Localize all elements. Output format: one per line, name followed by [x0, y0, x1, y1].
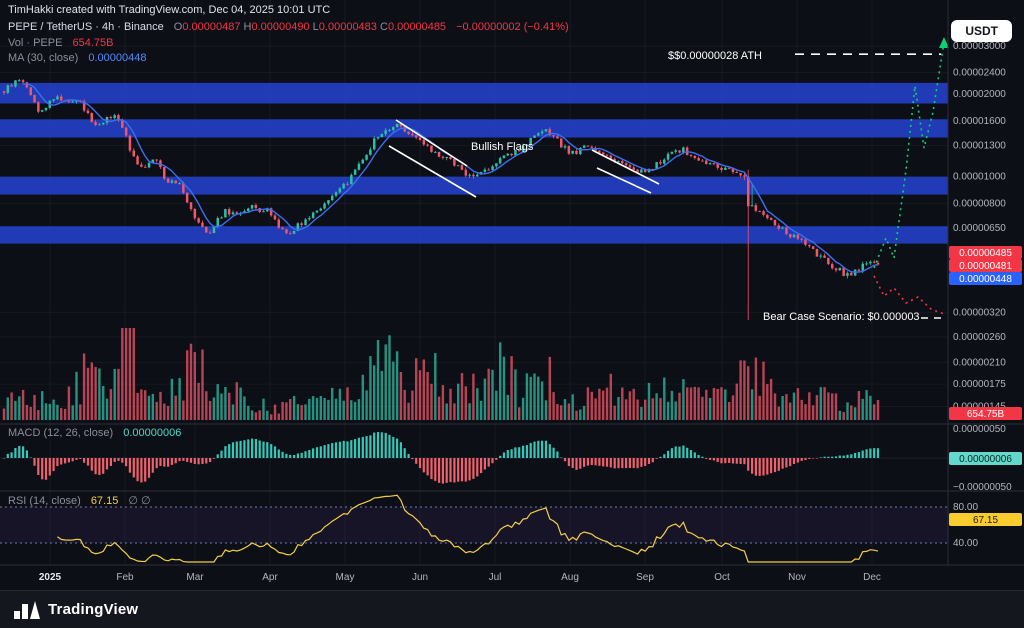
tradingview-wordmark: TradingView	[48, 601, 139, 618]
svg-text:0.00000050: 0.00000050	[953, 424, 1006, 435]
time-axis-labels: 2025 Feb Mar Apr May Jun Jul Aug Sep Oct Nov Dec	[39, 572, 881, 583]
currency-toggle-button[interactable]: USDT	[951, 20, 1012, 42]
svg-text:0.00000650: 0.00000650	[953, 223, 1006, 234]
svg-text:40.00: 40.00	[953, 538, 978, 549]
volume-badge: 654.75B	[949, 407, 1022, 420]
macd-label: MACD (12, 26, close)	[8, 427, 114, 439]
rsi-legend[interactable]: RSI (14, close) 67.15 ∅ ∅	[8, 494, 151, 507]
macd-legend[interactable]: MACD (12, 26, close) 0.00000006	[8, 427, 181, 439]
chart-canvas[interactable]: 0.00003000 0.00002400 0.00002000 0.00001600…	[0, 0, 1024, 590]
svg-text:0.00000320: 0.00000320	[953, 307, 1006, 318]
symbol-legend[interactable]: PEPE / TetherUS · 4h · Binance O0.000004…	[8, 21, 569, 33]
svg-text:0.00002400: 0.00002400	[953, 68, 1006, 79]
low-label: L	[312, 21, 319, 33]
svg-text:0.00000006: 0.00000006	[959, 454, 1012, 465]
svg-text:Oct: Oct	[714, 572, 730, 583]
tradingview-logo[interactable]: TradingView	[14, 600, 139, 619]
close-value: 0.00000485	[387, 21, 447, 33]
open-label: O	[173, 21, 183, 33]
svg-text:0.00002000: 0.00002000	[953, 89, 1006, 100]
rsi-line	[57, 494, 879, 563]
svg-text:0.00000175: 0.00000175	[953, 379, 1006, 390]
svg-text:Apr: Apr	[262, 572, 278, 583]
svg-text:Jun: Jun	[412, 572, 428, 583]
high-value: 0.00000490	[251, 21, 310, 33]
svg-text:−0.00000050: −0.00000050	[953, 482, 1012, 493]
svg-text:0.00000485: 0.00000485	[959, 248, 1012, 259]
change-value: −0.00000002 (−0.41%)	[456, 21, 569, 33]
attribution-text: TimHakki created with TradingView.com, D…	[8, 4, 331, 16]
svg-text:2025: 2025	[39, 572, 62, 583]
ma-value: 0.00000448	[88, 52, 147, 64]
flag-drawings	[388, 119, 660, 198]
support-resistance-zones	[0, 82, 948, 244]
bottom-toolbar: TradingView	[0, 590, 1024, 628]
rsi-band	[0, 507, 948, 543]
price-badge: 0.00000481	[949, 259, 1022, 272]
high-label: H	[243, 21, 252, 33]
svg-text:May: May	[336, 572, 355, 583]
bear-case-annotation[interactable]: Bear Case Scenario: $0.000003	[763, 311, 920, 323]
rsi-label: RSI (14, close)	[8, 495, 81, 507]
svg-text:0.00003000: 0.00003000	[953, 41, 1006, 52]
close-label: C	[379, 21, 388, 33]
svg-text:Nov: Nov	[788, 572, 806, 583]
rsi-smoothing-icons[interactable]: ∅ ∅	[128, 495, 151, 507]
bull-arrow-head	[939, 37, 949, 48]
macd-value: 0.00000006	[123, 427, 182, 439]
svg-text:0.00001300: 0.00001300	[953, 141, 1006, 152]
volume-legend[interactable]: Vol · PEPE 654.75B	[8, 37, 113, 49]
volume-label: Vol · PEPE	[8, 37, 63, 49]
svg-text:0.00000448: 0.00000448	[959, 274, 1012, 285]
svg-text:0.00001600: 0.00001600	[953, 116, 1006, 127]
volume-value: 654.75B	[72, 37, 114, 49]
ath-annotation[interactable]: $$0.00000028 ATH	[668, 50, 762, 62]
svg-text:Dec: Dec	[863, 572, 881, 583]
svg-text:80.00: 80.00	[953, 502, 978, 513]
low-value: 0.00000483	[318, 21, 377, 33]
svg-text:Sep: Sep	[636, 572, 654, 583]
price-badge: 0.00000485	[949, 246, 1022, 259]
svg-text:0.00000800: 0.00000800	[953, 198, 1006, 209]
macd-histogram	[0, 432, 948, 484]
svg-text:0.00000260: 0.00000260	[953, 332, 1006, 343]
price-badge: 0.00000448	[949, 272, 1022, 285]
symbol-title: PEPE / TetherUS · 4h · Binance	[8, 21, 164, 33]
svg-text:654.75B: 654.75B	[967, 409, 1005, 420]
svg-text:Mar: Mar	[186, 572, 204, 583]
ma-legend[interactable]: MA (30, close) 0.00000448	[8, 52, 147, 64]
rsi-badge: 67.15	[949, 513, 1022, 526]
bullish-flags-annotation[interactable]: Bullish Flags	[471, 141, 534, 153]
svg-text:0.00001000: 0.00001000	[953, 172, 1006, 183]
svg-text:Aug: Aug	[561, 572, 579, 583]
volume-bars	[2, 328, 880, 420]
svg-text:0.00000481: 0.00000481	[959, 261, 1012, 272]
rsi-value: 67.15	[90, 495, 119, 507]
svg-text:0.00000210: 0.00000210	[953, 357, 1006, 368]
bear-projection	[873, 275, 945, 315]
tradingview-logo-icon	[14, 600, 40, 619]
open-value: 0.00000487	[182, 21, 241, 33]
svg-text:Feb: Feb	[116, 572, 134, 583]
svg-text:Jul: Jul	[489, 572, 502, 583]
svg-text:67.15: 67.15	[973, 515, 998, 526]
ma-label: MA (30, close)	[8, 52, 79, 64]
macd-badge: 0.00000006	[949, 452, 1022, 465]
